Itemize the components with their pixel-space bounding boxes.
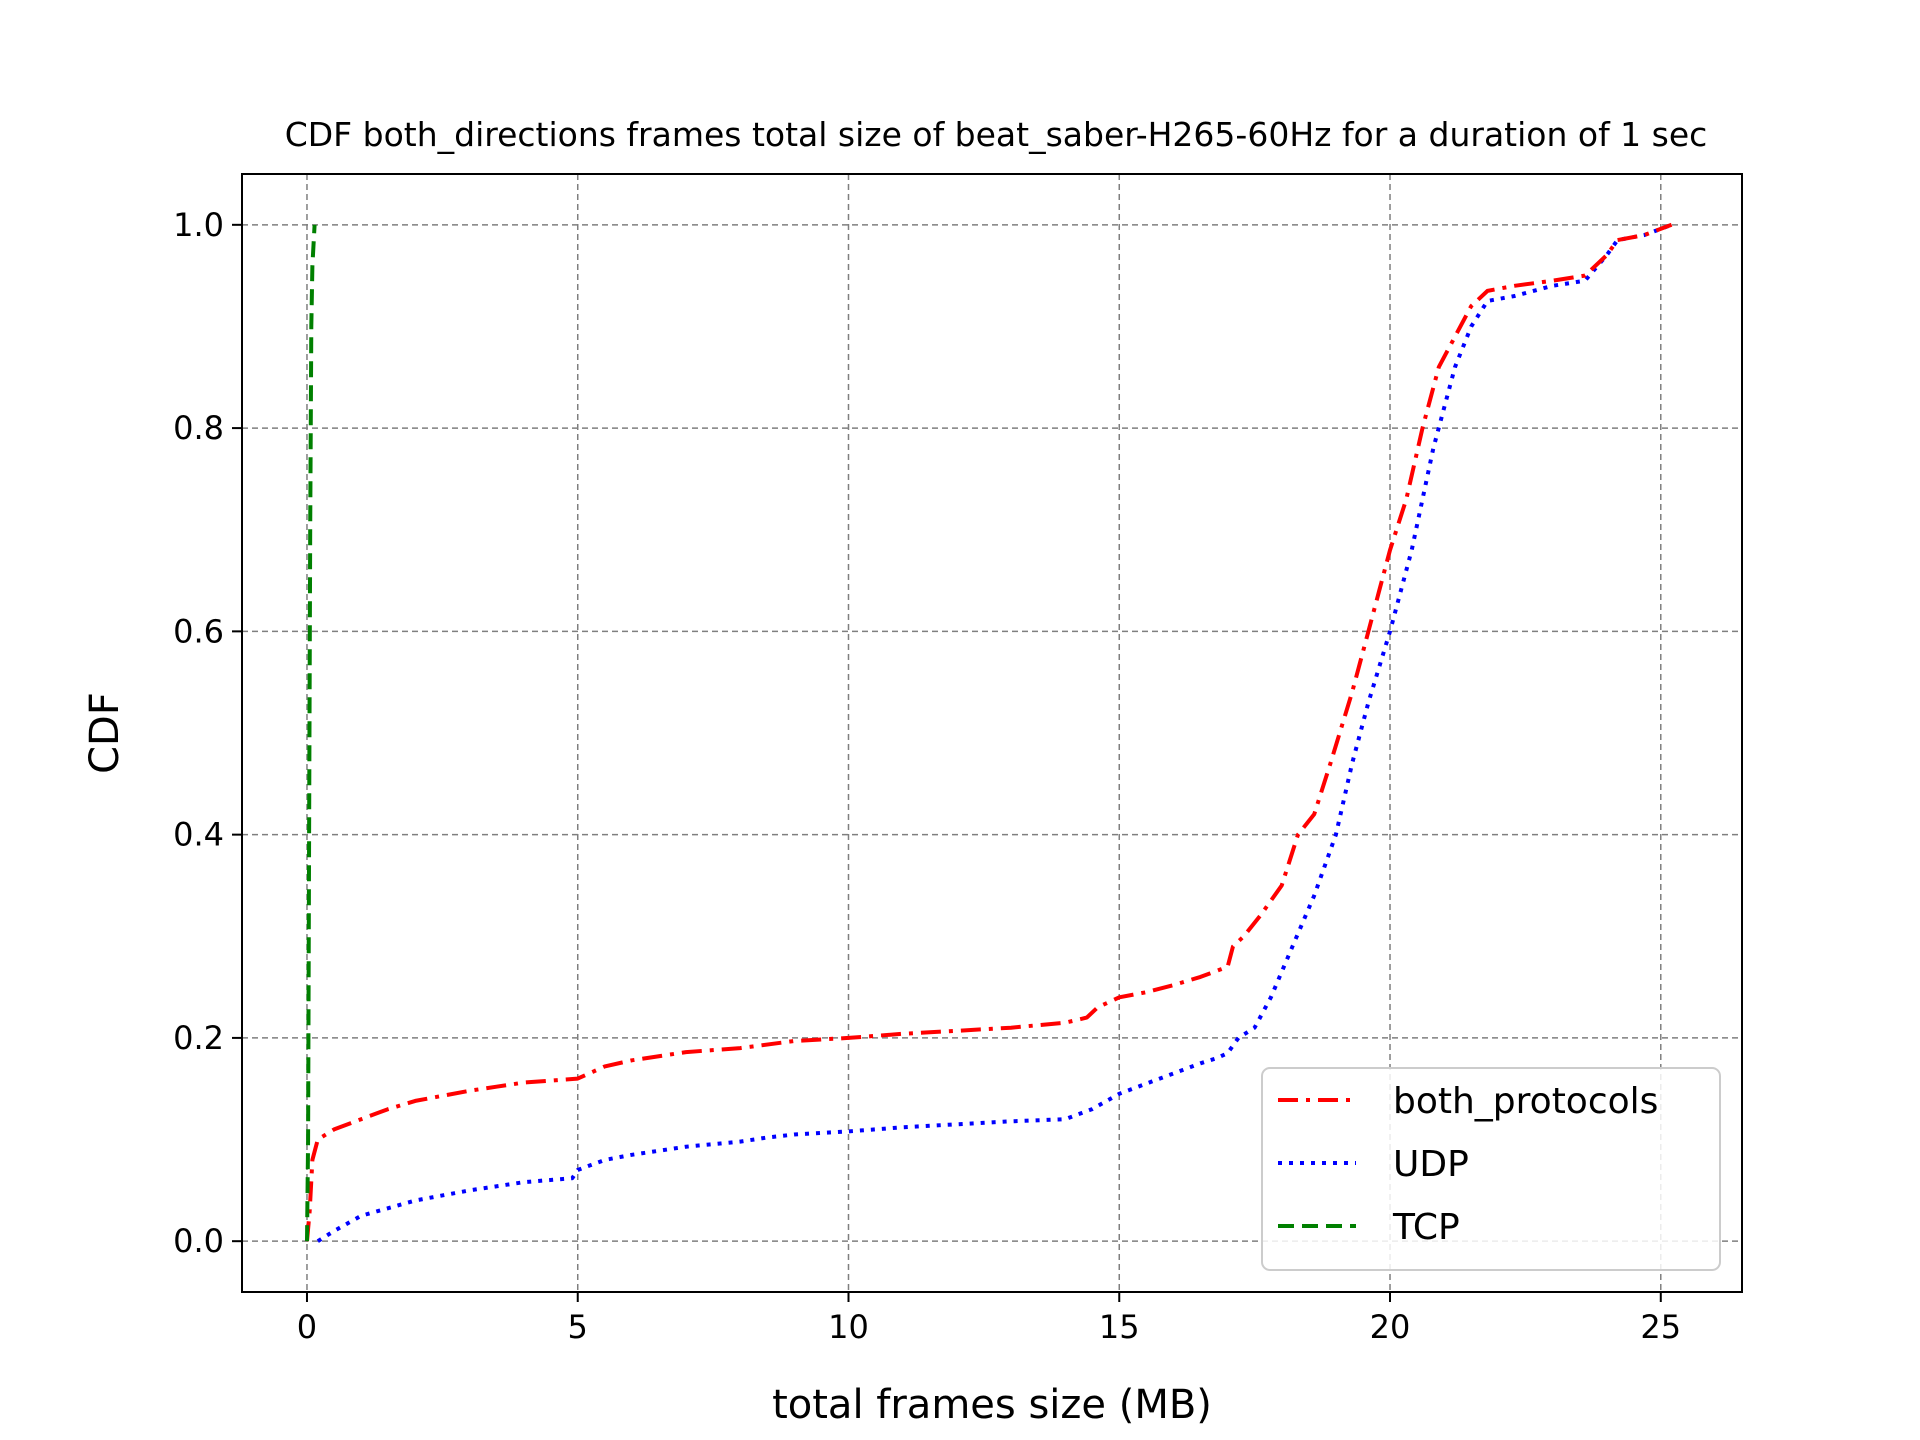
series-layer — [305, 222, 1673, 1243]
legend-label: both_protocols — [1393, 1081, 1658, 1122]
y-tick-label: 0.0 — [173, 1222, 224, 1260]
x-axis-ticks: 0 5 10 15 20 25 — [297, 1292, 1681, 1346]
legend-label: TCP — [1392, 1207, 1460, 1248]
plot-frame — [241, 173, 1743, 1293]
x-tick-label: 15 — [1099, 1308, 1140, 1346]
legend-box — [1261, 1067, 1721, 1271]
series-line-tcp — [305, 224, 317, 1242]
legend: both_protocols UDP TCP — [1261, 1067, 1721, 1271]
x-axis-title: total frames size (MB) — [772, 1382, 1212, 1428]
y-tick-label: 0.4 — [173, 816, 224, 854]
chart-title: CDF both_directions frames total size of… — [285, 115, 1708, 154]
series-line-both-protocols — [305, 222, 1673, 1242]
x-tick-label: 20 — [1370, 1308, 1411, 1346]
y-tick-label: 0.2 — [173, 1019, 224, 1057]
y-tick-label: 1.0 — [173, 206, 224, 244]
x-tick-label: 0 — [297, 1308, 317, 1346]
y-tick-label: 0.6 — [173, 612, 224, 650]
legend-items: both_protocols UDP TCP — [1278, 1081, 1658, 1248]
y-axis-ticks: 0.0 0.2 0.4 0.6 0.8 1.0 — [173, 206, 242, 1260]
x-tick-label: 10 — [828, 1308, 869, 1346]
x-tick-label: 25 — [1640, 1308, 1681, 1346]
legend-label: UDP — [1393, 1144, 1469, 1185]
x-tick-label: 5 — [568, 1308, 588, 1346]
y-axis-title: CDF — [82, 692, 128, 774]
series-line-udp — [316, 222, 1673, 1243]
y-tick-label: 0.8 — [173, 409, 224, 447]
